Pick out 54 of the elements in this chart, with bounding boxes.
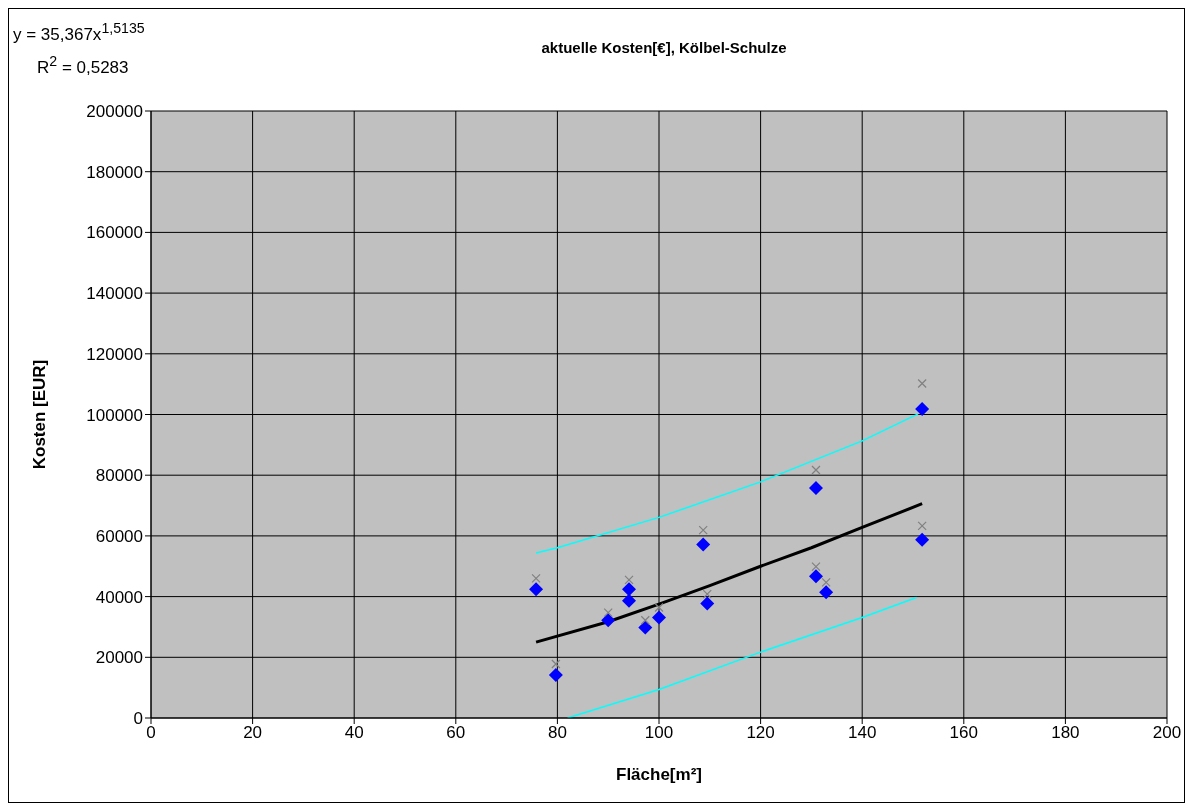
y-tick-label: 200000 — [86, 102, 143, 122]
chart-title: aktuelle Kosten[€], Kölbel-Schulze — [540, 39, 788, 56]
x-tick-label: 20 — [243, 723, 263, 743]
point — [548, 667, 563, 682]
point — [808, 480, 823, 495]
x-tick-label: 180 — [1051, 723, 1080, 743]
x-tick-label: 200 — [1152, 723, 1182, 743]
y-axis-title: Kosten [EUR] — [30, 359, 50, 470]
point — [652, 610, 666, 625]
x-tick-label: 140 — [848, 723, 877, 743]
point — [622, 582, 637, 597]
point — [819, 585, 834, 600]
point — [529, 582, 544, 597]
y-tick-label: 60000 — [95, 526, 143, 546]
point — [821, 577, 831, 587]
y-tick-label: 20000 — [95, 648, 143, 668]
point — [696, 537, 711, 552]
x-axis-title: Fläche[m²] — [616, 765, 702, 784]
y-tick-label: 180000 — [86, 162, 143, 182]
point — [638, 620, 653, 635]
point — [624, 575, 634, 585]
x-tick-label: 120 — [746, 723, 775, 743]
point — [531, 573, 541, 583]
y-tick-label: 120000 — [86, 344, 143, 364]
text: y = 35,367x$^{1,5135}$ — [13, 19, 145, 46]
point — [551, 659, 561, 669]
point — [808, 569, 823, 584]
x-tick-label: 60 — [446, 723, 466, 743]
x-tick-label: 40 — [344, 723, 364, 743]
text: R$^{2}$ = 0,5283 — [36, 51, 130, 79]
y-tick-label: 140000 — [86, 284, 143, 304]
point — [811, 465, 821, 475]
y-tick-label: 160000 — [86, 223, 143, 243]
x-tick-label: 100 — [644, 723, 674, 743]
x-tick-label: 160 — [949, 723, 978, 743]
point — [700, 596, 715, 611]
point — [811, 561, 821, 572]
point — [702, 589, 712, 599]
point — [640, 615, 650, 625]
point — [915, 532, 930, 547]
point — [698, 525, 708, 535]
y-tick-label: 100000 — [86, 405, 143, 425]
y-tick-label: 40000 — [95, 587, 143, 607]
y-tick-label: 0 — [133, 709, 143, 729]
x-tick-label: 80 — [547, 723, 567, 743]
point — [915, 402, 930, 417]
x-tick-label: 0 — [146, 723, 156, 743]
point — [917, 378, 927, 389]
point — [654, 602, 664, 613]
point — [601, 613, 616, 628]
point — [622, 593, 637, 608]
point — [917, 521, 927, 531]
point — [603, 608, 613, 618]
y-tick-label: 80000 — [95, 466, 143, 486]
